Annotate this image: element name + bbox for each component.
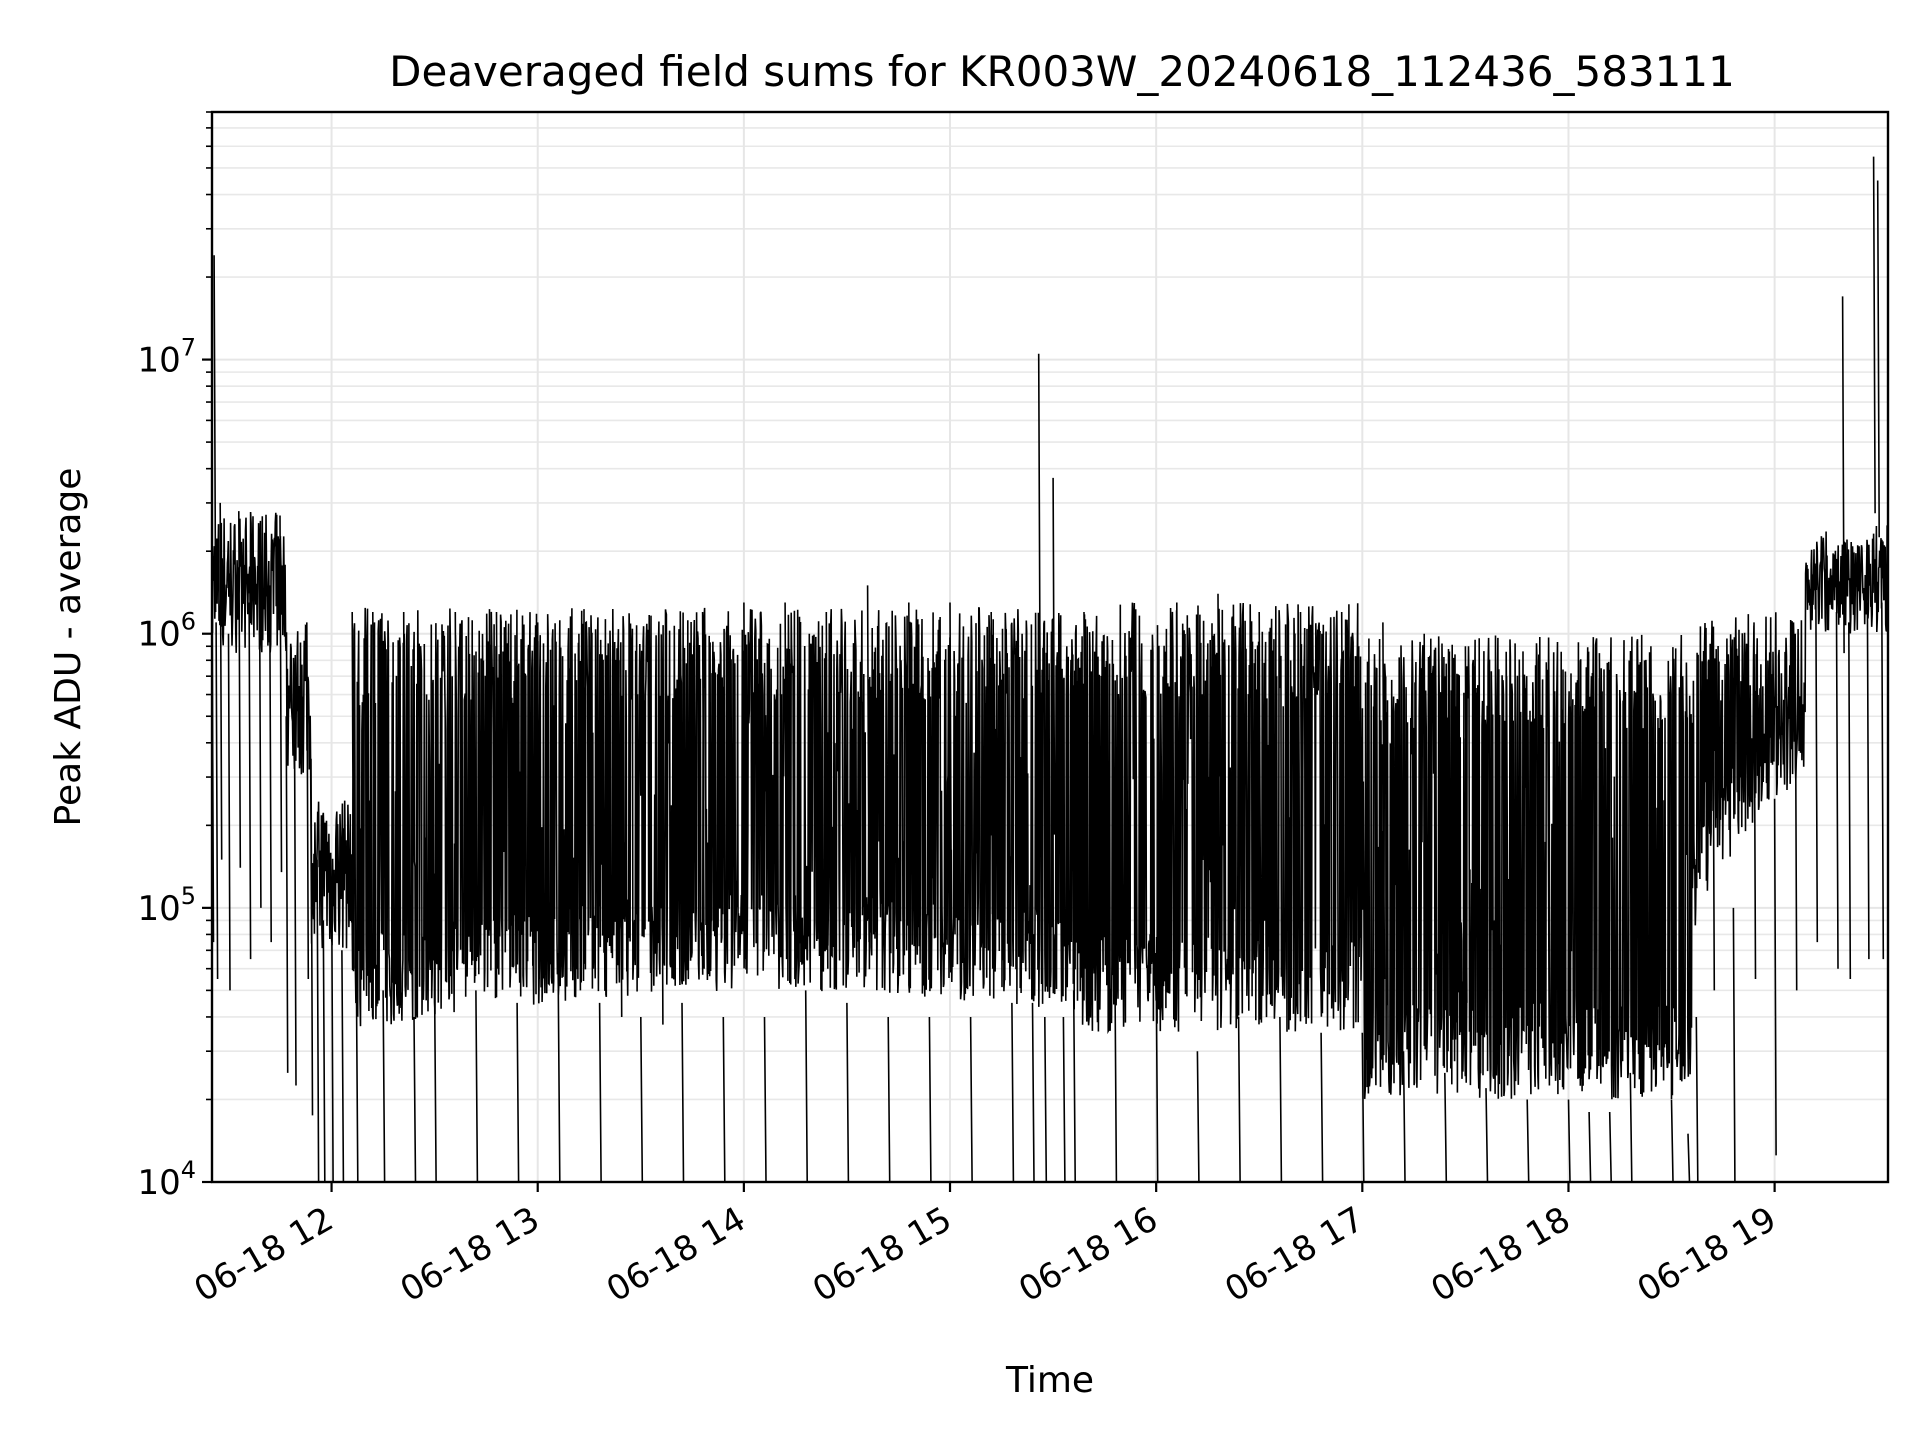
data-line	[212, 156, 1888, 1182]
y-axis-label: Peak ADU - average	[48, 468, 89, 827]
y-axis: 104 105 106 107	[137, 111, 212, 1203]
y-tick-label: 104	[137, 1156, 196, 1203]
y-tick-label: 107	[137, 334, 196, 381]
chart-title: Deaveraged field sums for KR003W_2024061…	[389, 47, 1735, 96]
y-tick-label: 105	[137, 882, 196, 929]
x-axis-label: Time	[1005, 1360, 1094, 1401]
y-tick-label: 106	[137, 608, 196, 655]
